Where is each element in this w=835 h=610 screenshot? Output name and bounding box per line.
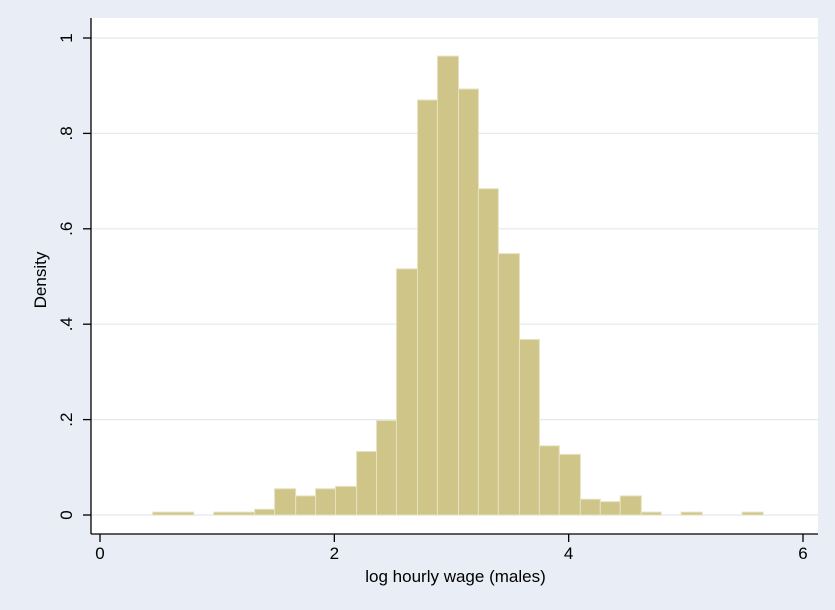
y-tick-label-5: 1: [57, 33, 76, 42]
histogram-bar-7: [357, 452, 377, 515]
y-tick-label-0: 0: [57, 510, 76, 519]
histogram-bar-1: [214, 512, 255, 515]
histogram-bar-12: [459, 89, 479, 515]
histogram-bar-15: [519, 339, 539, 515]
histogram-bar-13: [478, 189, 498, 515]
histogram-bar-9: [396, 269, 417, 515]
y-tick-label-1: .2: [57, 413, 76, 427]
y-tick-label-4: .8: [57, 126, 76, 140]
histogram-bar-6: [336, 486, 357, 515]
histogram-bar-23: [742, 512, 763, 515]
y-axis-title: Density: [31, 251, 50, 308]
histogram-bar-17: [559, 454, 580, 515]
histogram-bar-18: [580, 499, 600, 515]
y-tick-label-2: .4: [57, 317, 76, 331]
x-tick-label-1: 2: [330, 544, 339, 563]
histogram-bar-14: [498, 254, 519, 515]
x-tick-label-0: 0: [95, 544, 104, 563]
x-tick-label-2: 4: [564, 544, 573, 563]
histogram-bar-2: [255, 509, 275, 515]
x-tick-label-3: 6: [798, 544, 807, 563]
histogram-bar-22: [681, 512, 702, 515]
histogram-bar-0: [153, 512, 194, 515]
histogram-bar-19: [600, 502, 620, 515]
histogram-bar-11: [437, 56, 458, 515]
y-tick-label-3: .6: [57, 222, 76, 236]
histogram-bar-5: [316, 489, 336, 515]
histogram-bar-20: [620, 496, 641, 515]
x-axis-title: log hourly wage (males): [365, 567, 545, 586]
histogram-bar-3: [275, 489, 296, 515]
histogram-bar-4: [296, 496, 316, 515]
histogram-bar-16: [539, 446, 559, 515]
histogram-bar-8: [377, 421, 397, 515]
histogram-bar-10: [418, 100, 438, 515]
histogram-bar-21: [641, 512, 661, 515]
